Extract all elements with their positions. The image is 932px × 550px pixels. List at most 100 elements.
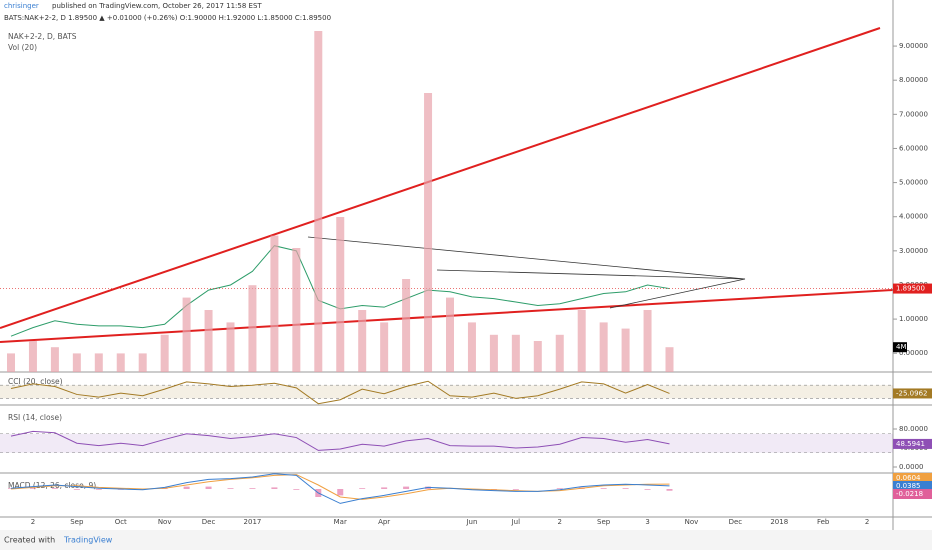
footer-text: Created with bbox=[4, 536, 55, 545]
histogram-bar bbox=[512, 489, 519, 490]
x-tick-label: Mar bbox=[334, 518, 347, 526]
footer-brand[interactable]: TradingView bbox=[63, 536, 113, 545]
x-tick-label: Nov bbox=[685, 518, 699, 526]
band bbox=[0, 433, 893, 453]
x-tick-label: 2 bbox=[558, 518, 562, 526]
footer bbox=[0, 530, 932, 550]
y-tick-label: 1.00000 bbox=[899, 315, 928, 323]
cci-title: CCI (20, close) bbox=[8, 377, 63, 386]
volume-bar bbox=[292, 248, 301, 372]
volume-bar bbox=[204, 310, 213, 372]
y-tick-label: 4.00000 bbox=[899, 213, 928, 221]
current-value: 0.0604 bbox=[896, 474, 921, 482]
publisher[interactable]: chrisinger bbox=[4, 2, 39, 10]
macd-line bbox=[10, 474, 670, 500]
y-tick-label: 5.00000 bbox=[899, 179, 928, 187]
indicator-line bbox=[10, 380, 670, 405]
volume-bar bbox=[72, 353, 81, 372]
volume-bar bbox=[446, 297, 454, 372]
histogram-bar bbox=[95, 489, 102, 490]
x-tick-label: Oct bbox=[115, 518, 127, 526]
y-tick-label: 8.00000 bbox=[899, 76, 928, 84]
volume-bar bbox=[226, 322, 235, 372]
volume-bar bbox=[577, 310, 586, 372]
histogram-bar bbox=[556, 488, 563, 489]
y-tick-label: 0.0000 bbox=[899, 463, 924, 471]
histogram-bar bbox=[644, 489, 651, 490]
volume-bar bbox=[489, 334, 498, 372]
histogram-bar bbox=[205, 486, 212, 489]
x-tick-label: Jul bbox=[511, 518, 521, 526]
histogram-bar bbox=[51, 488, 58, 489]
volume-bar bbox=[50, 347, 59, 372]
current-value-box bbox=[893, 489, 932, 499]
volume-bar bbox=[94, 353, 103, 372]
volume-bar bbox=[665, 347, 674, 372]
current-value-box bbox=[893, 283, 932, 294]
y-tick-label: 6.00000 bbox=[899, 144, 928, 152]
histogram-bar bbox=[29, 488, 36, 489]
volume-bar bbox=[358, 310, 367, 372]
histogram-bar bbox=[600, 488, 607, 489]
x-tick-label: 3 bbox=[645, 518, 649, 526]
volume-bar bbox=[248, 285, 257, 372]
pane-title: NAK+2-2, D, BATS bbox=[8, 32, 77, 41]
published: published on TradingView.com, October 26… bbox=[52, 2, 262, 10]
volume-bar bbox=[116, 353, 125, 372]
x-tick-label: Dec bbox=[202, 518, 216, 526]
volume-bar bbox=[160, 334, 169, 372]
volume-box bbox=[893, 342, 907, 353]
volume-bar bbox=[599, 322, 608, 372]
histogram-bar bbox=[73, 489, 80, 490]
volume-bar bbox=[380, 322, 389, 372]
volume-bar bbox=[424, 93, 433, 372]
x-tick-label: Feb bbox=[817, 518, 830, 526]
volume-bar bbox=[533, 341, 542, 372]
y-tick-label: 80.0000 bbox=[899, 425, 928, 433]
volume-bar bbox=[138, 353, 147, 372]
current-value: 48.5941 bbox=[896, 440, 925, 448]
histogram-bar bbox=[381, 487, 388, 489]
volume-bar bbox=[7, 353, 15, 372]
volume-bar bbox=[28, 341, 37, 372]
band bbox=[0, 385, 893, 399]
quote: BATS:NAK+2-2, D 1.89500 ▲ +0.01000 (+0.2… bbox=[4, 14, 331, 22]
x-tick-label: Nov bbox=[158, 518, 172, 526]
y-tick-label: 0.00000 bbox=[899, 349, 928, 357]
trend-line bbox=[0, 27, 881, 329]
y-tick-label: 9.00000 bbox=[899, 42, 928, 50]
current-value-box bbox=[893, 481, 932, 491]
x-tick-label: Dec bbox=[729, 518, 743, 526]
y-tick-label: 7.00000 bbox=[899, 110, 928, 118]
x-tick-label: 2 bbox=[865, 518, 869, 526]
volume-bar bbox=[182, 297, 191, 372]
histogram-bar bbox=[666, 489, 673, 491]
histogram-bar bbox=[403, 486, 410, 489]
current-value-box bbox=[893, 473, 932, 483]
volume-bar bbox=[621, 328, 630, 372]
volume-label: 4M bbox=[896, 343, 907, 351]
x-tick-label: Jun bbox=[465, 518, 477, 526]
x-tick-label: Apr bbox=[378, 518, 390, 526]
histogram-bar bbox=[183, 486, 190, 489]
volume-bar bbox=[467, 322, 476, 372]
x-tick-label: 2 bbox=[31, 518, 35, 526]
volume-bar bbox=[336, 217, 345, 372]
macd-line bbox=[10, 473, 670, 504]
triangle bbox=[436, 269, 746, 280]
current-value-box bbox=[893, 438, 932, 449]
current-value: -25.0962 bbox=[896, 389, 927, 397]
histogram-bar bbox=[359, 488, 366, 489]
volume-bar bbox=[511, 334, 520, 372]
histogram-bar bbox=[271, 487, 278, 489]
volume-bar bbox=[270, 235, 279, 372]
histogram-bar bbox=[622, 488, 629, 489]
volume-bar bbox=[555, 334, 564, 372]
volume-title: Vol (20) bbox=[8, 43, 37, 52]
histogram-bar bbox=[293, 489, 300, 490]
x-tick-label: 2017 bbox=[244, 518, 262, 526]
indicator-line bbox=[10, 430, 670, 451]
histogram-bar bbox=[249, 488, 256, 489]
